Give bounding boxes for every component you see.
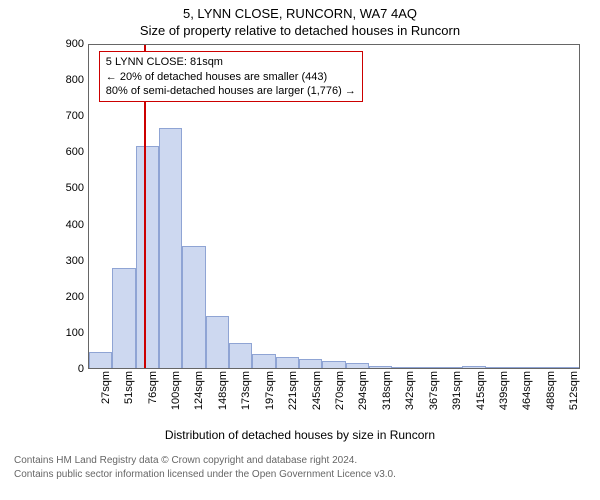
histogram-bar (276, 357, 299, 368)
x-tick-label: 294sqm (357, 371, 369, 410)
histogram-bar (252, 354, 275, 368)
footer-attribution: Contains HM Land Registry data © Crown c… (0, 442, 600, 487)
y-tick-label: 300 (66, 255, 84, 267)
histogram-bar (322, 361, 345, 368)
x-tick-label: 173sqm (240, 371, 252, 410)
x-tick-label: 221sqm (287, 371, 299, 410)
histogram-bar (229, 343, 252, 368)
x-tick-label: 342sqm (404, 371, 416, 410)
histogram-bar (509, 367, 532, 368)
x-tick-label: 245sqm (311, 371, 323, 410)
x-tick-label: 27sqm (100, 371, 112, 404)
x-tick-label: 367sqm (428, 371, 440, 410)
y-tick-label: 0 (78, 363, 84, 375)
annotation-line: ← 20% of detached houses are smaller (44… (106, 70, 356, 84)
histogram-bar (462, 366, 485, 368)
histogram-bar (89, 352, 112, 368)
annotation-line: 5 LYNN CLOSE: 81sqm (106, 55, 356, 69)
x-tick-label: 148sqm (217, 371, 229, 410)
y-tick-label: 900 (66, 38, 84, 50)
page-title: 5, LYNN CLOSE, RUNCORN, WA7 4AQ (0, 0, 600, 21)
x-tick-label: 51sqm (123, 371, 135, 404)
histogram-bar (392, 367, 415, 368)
histogram-chart: Number of detached properties 0100200300… (60, 44, 580, 424)
histogram-bar (556, 367, 579, 368)
annotation-box: 5 LYNN CLOSE: 81sqm← 20% of detached hou… (99, 51, 363, 102)
x-tick-label: 76sqm (147, 371, 159, 404)
histogram-bar (532, 367, 555, 368)
y-tick-label: 100 (66, 327, 84, 339)
x-axis-ticks: 27sqm 51sqm 76sqm 100sqm 124sqm 148sqm 173sqm 1… (88, 369, 580, 424)
y-tick-label: 500 (66, 182, 84, 194)
histogram-bar (182, 246, 205, 368)
histogram-bar (136, 146, 159, 369)
x-tick-label: 512sqm (568, 371, 580, 410)
x-tick-label: 464sqm (521, 371, 533, 410)
x-tick-label: 124sqm (193, 371, 205, 410)
y-axis-ticks: 0100200300400500600700800900 (60, 44, 86, 369)
y-tick-label: 200 (66, 291, 84, 303)
histogram-bar (369, 366, 392, 368)
x-tick-label: 415sqm (475, 371, 487, 410)
y-tick-label: 600 (66, 146, 84, 158)
y-tick-label: 400 (66, 219, 84, 231)
histogram-bar (439, 367, 462, 368)
x-tick-label: 439sqm (498, 371, 510, 410)
histogram-bar (299, 359, 322, 368)
histogram-bar (159, 128, 182, 368)
x-tick-label: 391sqm (451, 371, 463, 410)
y-tick-label: 800 (66, 74, 84, 86)
histogram-bar (112, 268, 135, 368)
x-tick-label: 488sqm (545, 371, 557, 410)
x-tick-label: 270sqm (334, 371, 346, 410)
y-tick-label: 700 (66, 110, 84, 122)
histogram-bar (346, 363, 369, 368)
page-subtitle: Size of property relative to detached ho… (0, 21, 600, 44)
x-tick-label: 318sqm (381, 371, 393, 410)
x-tick-label: 100sqm (170, 371, 182, 410)
footer-line-1: Contains HM Land Registry data © Crown c… (14, 454, 600, 468)
footer-line-2: Contains public sector information licen… (14, 468, 600, 482)
x-tick-label: 197sqm (264, 371, 276, 410)
histogram-bar (416, 367, 439, 368)
histogram-bar (486, 367, 509, 368)
plot-area: 5 LYNN CLOSE: 81sqm← 20% of detached hou… (88, 44, 580, 369)
annotation-line: 80% of semi-detached houses are larger (… (106, 84, 356, 98)
x-axis-label: Distribution of detached houses by size … (0, 424, 600, 442)
histogram-bar (206, 316, 229, 368)
